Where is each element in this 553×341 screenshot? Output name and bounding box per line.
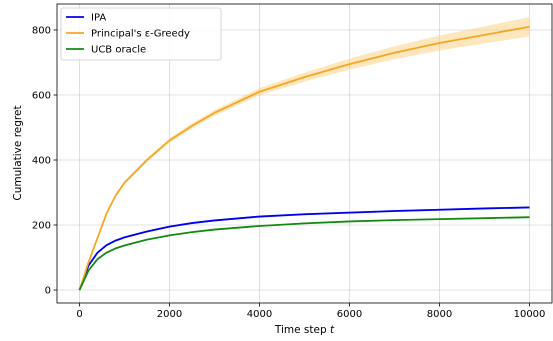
- y-tick-label: 800: [32, 26, 51, 37]
- x-tick-label: 10000: [514, 309, 546, 320]
- x-axis-ticks: 0 2000 4000 6000 8000 10000: [76, 303, 545, 320]
- series-line-ucb-oracle: [78, 216, 530, 291]
- y-axis-ticks: 0 200 400 600 800: [32, 26, 57, 297]
- legend-box: [60, 7, 222, 61]
- legend-label-ipa: IPA: [91, 13, 106, 24]
- x-tick-label: 4000: [247, 309, 272, 320]
- y-tick-label: 600: [32, 91, 51, 102]
- y-tick-label: 400: [32, 156, 51, 167]
- y-axis-label: Cumulative regret: [12, 105, 24, 200]
- x-axis-label: Time step t: [274, 324, 335, 336]
- series-line-epsilon-greedy: [78, 25, 530, 291]
- band-ucb-oracle: [79, 216, 530, 291]
- x-tick-label: 0: [76, 309, 82, 320]
- x-tick-label: 6000: [337, 309, 362, 320]
- legend: IPA Principal's ε-Greedy UCB oracle: [60, 7, 222, 61]
- plot-frame: [56, 3, 553, 304]
- y-tick-label: 0: [45, 286, 51, 297]
- x-tick-label: 8000: [427, 309, 452, 320]
- y-tick-label: 200: [32, 221, 51, 232]
- legend-label-epsilon-greedy: Principal's ε-Greedy: [91, 29, 190, 40]
- legend-label-ucb-oracle: UCB oracle: [91, 45, 146, 56]
- x-tick-label: 2000: [157, 309, 182, 320]
- series-lines: [78, 25, 530, 291]
- series-line-ipa: [78, 206, 530, 291]
